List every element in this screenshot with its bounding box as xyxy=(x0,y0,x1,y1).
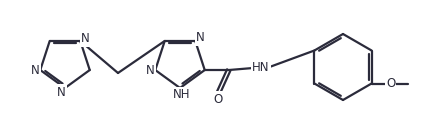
Text: N: N xyxy=(81,32,89,46)
Text: N: N xyxy=(196,32,205,44)
Text: N: N xyxy=(57,86,65,98)
Text: HN: HN xyxy=(252,60,270,74)
Text: O: O xyxy=(213,92,222,106)
Text: N: N xyxy=(31,64,40,76)
Text: N: N xyxy=(146,64,155,76)
Text: NH: NH xyxy=(173,88,191,102)
Text: O: O xyxy=(386,77,395,90)
